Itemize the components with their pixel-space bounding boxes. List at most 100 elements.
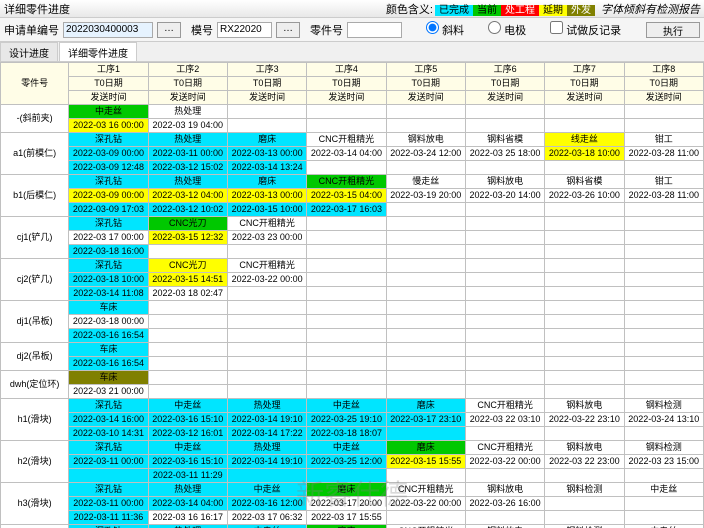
col-proc: 工序8	[624, 63, 703, 77]
part-cell: h1(滑块)	[1, 399, 69, 441]
data-cell	[465, 427, 544, 441]
radio-electrode[interactable]	[488, 21, 501, 34]
window-title: 详细零件进度	[4, 1, 70, 17]
exec-button[interactable]: 执行	[646, 22, 700, 38]
data-cell	[465, 301, 544, 315]
data-cell: 2022-03-22 23:10	[545, 413, 624, 427]
data-cell	[227, 315, 306, 329]
table-row: 2022-03-18 16:00	[1, 245, 704, 259]
data-cell	[465, 231, 544, 245]
data-cell: 2022-03-12 10:02	[148, 203, 227, 217]
tabs: 设计进度 详细零件进度	[0, 42, 704, 62]
data-cell	[307, 161, 386, 175]
data-cell	[465, 105, 544, 119]
data-cell: 2022-03 16 00:00	[69, 119, 148, 133]
table-row: h4(滑块)深孔钻热处理中走丝磨床CNC开粗精光钢料放电钢料检测中走丝	[1, 525, 704, 528]
data-cell: 2022-03-17 16:03	[307, 203, 386, 217]
order-input[interactable]	[63, 22, 153, 38]
data-cell: 2022-03 22 03:10	[465, 413, 544, 427]
data-cell: 深孔钻	[69, 399, 148, 413]
tab-design[interactable]: 设计进度	[0, 42, 58, 61]
part-cell: dwh(定位环)	[1, 371, 69, 399]
data-cell: 磨床	[307, 483, 386, 497]
data-cell: 钳工	[624, 133, 703, 147]
data-cell	[386, 469, 465, 483]
data-cell	[227, 287, 306, 301]
checkbox-trial[interactable]	[550, 21, 563, 34]
table-row: dj1(吊板)车床	[1, 301, 704, 315]
data-cell	[386, 511, 465, 525]
legend-item: 当前	[473, 5, 501, 16]
col-proc: 工序7	[545, 63, 624, 77]
data-cell	[545, 497, 624, 511]
data-cell: 2022-03-12 04:00	[148, 189, 227, 203]
model-browse-button[interactable]: …	[276, 22, 300, 38]
data-cell: 2022-03-16 15:10	[148, 455, 227, 469]
data-cell: 中走丝	[307, 399, 386, 413]
part-input[interactable]	[347, 22, 402, 38]
data-cell	[307, 119, 386, 133]
table-row: 2022-03-11 11:362022-03 16 16:172022-03 …	[1, 511, 704, 525]
data-cell: 2022-03-13 00:00	[227, 147, 306, 161]
data-cell	[624, 203, 703, 217]
table-row: 2022-03-09 12:482022-03-12 15:022022-03-…	[1, 161, 704, 175]
data-cell	[386, 259, 465, 273]
data-cell	[545, 329, 624, 343]
data-cell: 2022-03-11 11:29	[148, 469, 227, 483]
data-cell	[386, 357, 465, 371]
top-bar: 申请单编号 … 模号 … 零件号 斜料 电极 试做反记录 执行	[0, 18, 704, 42]
table-row: 2022-03-14 16:002022-03-16 15:102022-03-…	[1, 413, 704, 427]
data-cell: CNC开粗精光	[227, 217, 306, 231]
data-cell: 钢料放电	[465, 483, 544, 497]
data-cell	[465, 119, 544, 133]
data-cell: 2022-03 16 16:17	[148, 511, 227, 525]
part-cell: cj1(铲几)	[1, 217, 69, 259]
order-browse-button[interactable]: …	[157, 22, 181, 38]
data-cell: 2022-03-14 11:08	[69, 287, 148, 301]
data-cell	[227, 343, 306, 357]
data-cell	[465, 259, 544, 273]
data-cell: 2022-03-16 15:10	[148, 413, 227, 427]
data-cell: 2022-03-18 18:07	[307, 427, 386, 441]
tab-detail[interactable]: 详细零件进度	[59, 42, 137, 61]
col-t0: T0日期	[227, 77, 306, 91]
table-row: cj1(铲几)深孔钻CNC光刀CNC开粗精光	[1, 217, 704, 231]
data-cell: CNC开粗精光	[386, 525, 465, 528]
col-send: 发送时间	[624, 91, 703, 105]
data-cell: 2022-03-28 11:00	[624, 147, 703, 161]
data-cell: 钢料省模	[465, 133, 544, 147]
data-cell: 2022-03-15 15:55	[386, 455, 465, 469]
table-row: h2(滑块)深孔钻中走丝热处理中走丝磨床CNC开粗精光钢料放电钢料检测	[1, 441, 704, 455]
legend-item: 延期	[539, 5, 567, 16]
data-cell	[386, 161, 465, 175]
data-cell: 中走丝	[227, 525, 306, 528]
data-cell: 2022-03-15 10:00	[227, 203, 306, 217]
data-cell: 2022-03-18 10:00	[69, 273, 148, 287]
data-cell: 2022-03-14 04:00	[148, 497, 227, 511]
data-cell: 2022-03-26 10:00	[545, 189, 624, 203]
data-cell: 2022-03-11 11:36	[69, 511, 148, 525]
data-cell	[545, 273, 624, 287]
data-cell	[465, 357, 544, 371]
data-cell	[307, 259, 386, 273]
data-cell: CNC开粗精光	[307, 133, 386, 147]
part-cell: dj1(吊板)	[1, 301, 69, 343]
radio-material[interactable]	[426, 21, 439, 34]
part-cell: -(斜前夹)	[1, 105, 69, 133]
data-cell	[465, 343, 544, 357]
data-cell: 中走丝	[148, 441, 227, 455]
data-cell	[227, 105, 306, 119]
model-input[interactable]	[217, 22, 272, 38]
data-cell	[624, 385, 703, 399]
part-cell: h2(滑块)	[1, 441, 69, 483]
col-send: 发送时间	[465, 91, 544, 105]
data-cell: 热处理	[227, 441, 306, 455]
data-cell	[148, 315, 227, 329]
data-cell	[545, 371, 624, 385]
data-cell	[545, 245, 624, 259]
data-cell: 车床	[69, 371, 148, 385]
order-label: 申请单编号	[4, 22, 59, 38]
data-cell	[465, 371, 544, 385]
table-row: 2022-03 16 00:002022-03 19 04:00	[1, 119, 704, 133]
grid[interactable]: 零件号工序1工序2工序3工序4工序5工序6工序7工序8T0日期T0日期T0日期T…	[0, 62, 704, 528]
